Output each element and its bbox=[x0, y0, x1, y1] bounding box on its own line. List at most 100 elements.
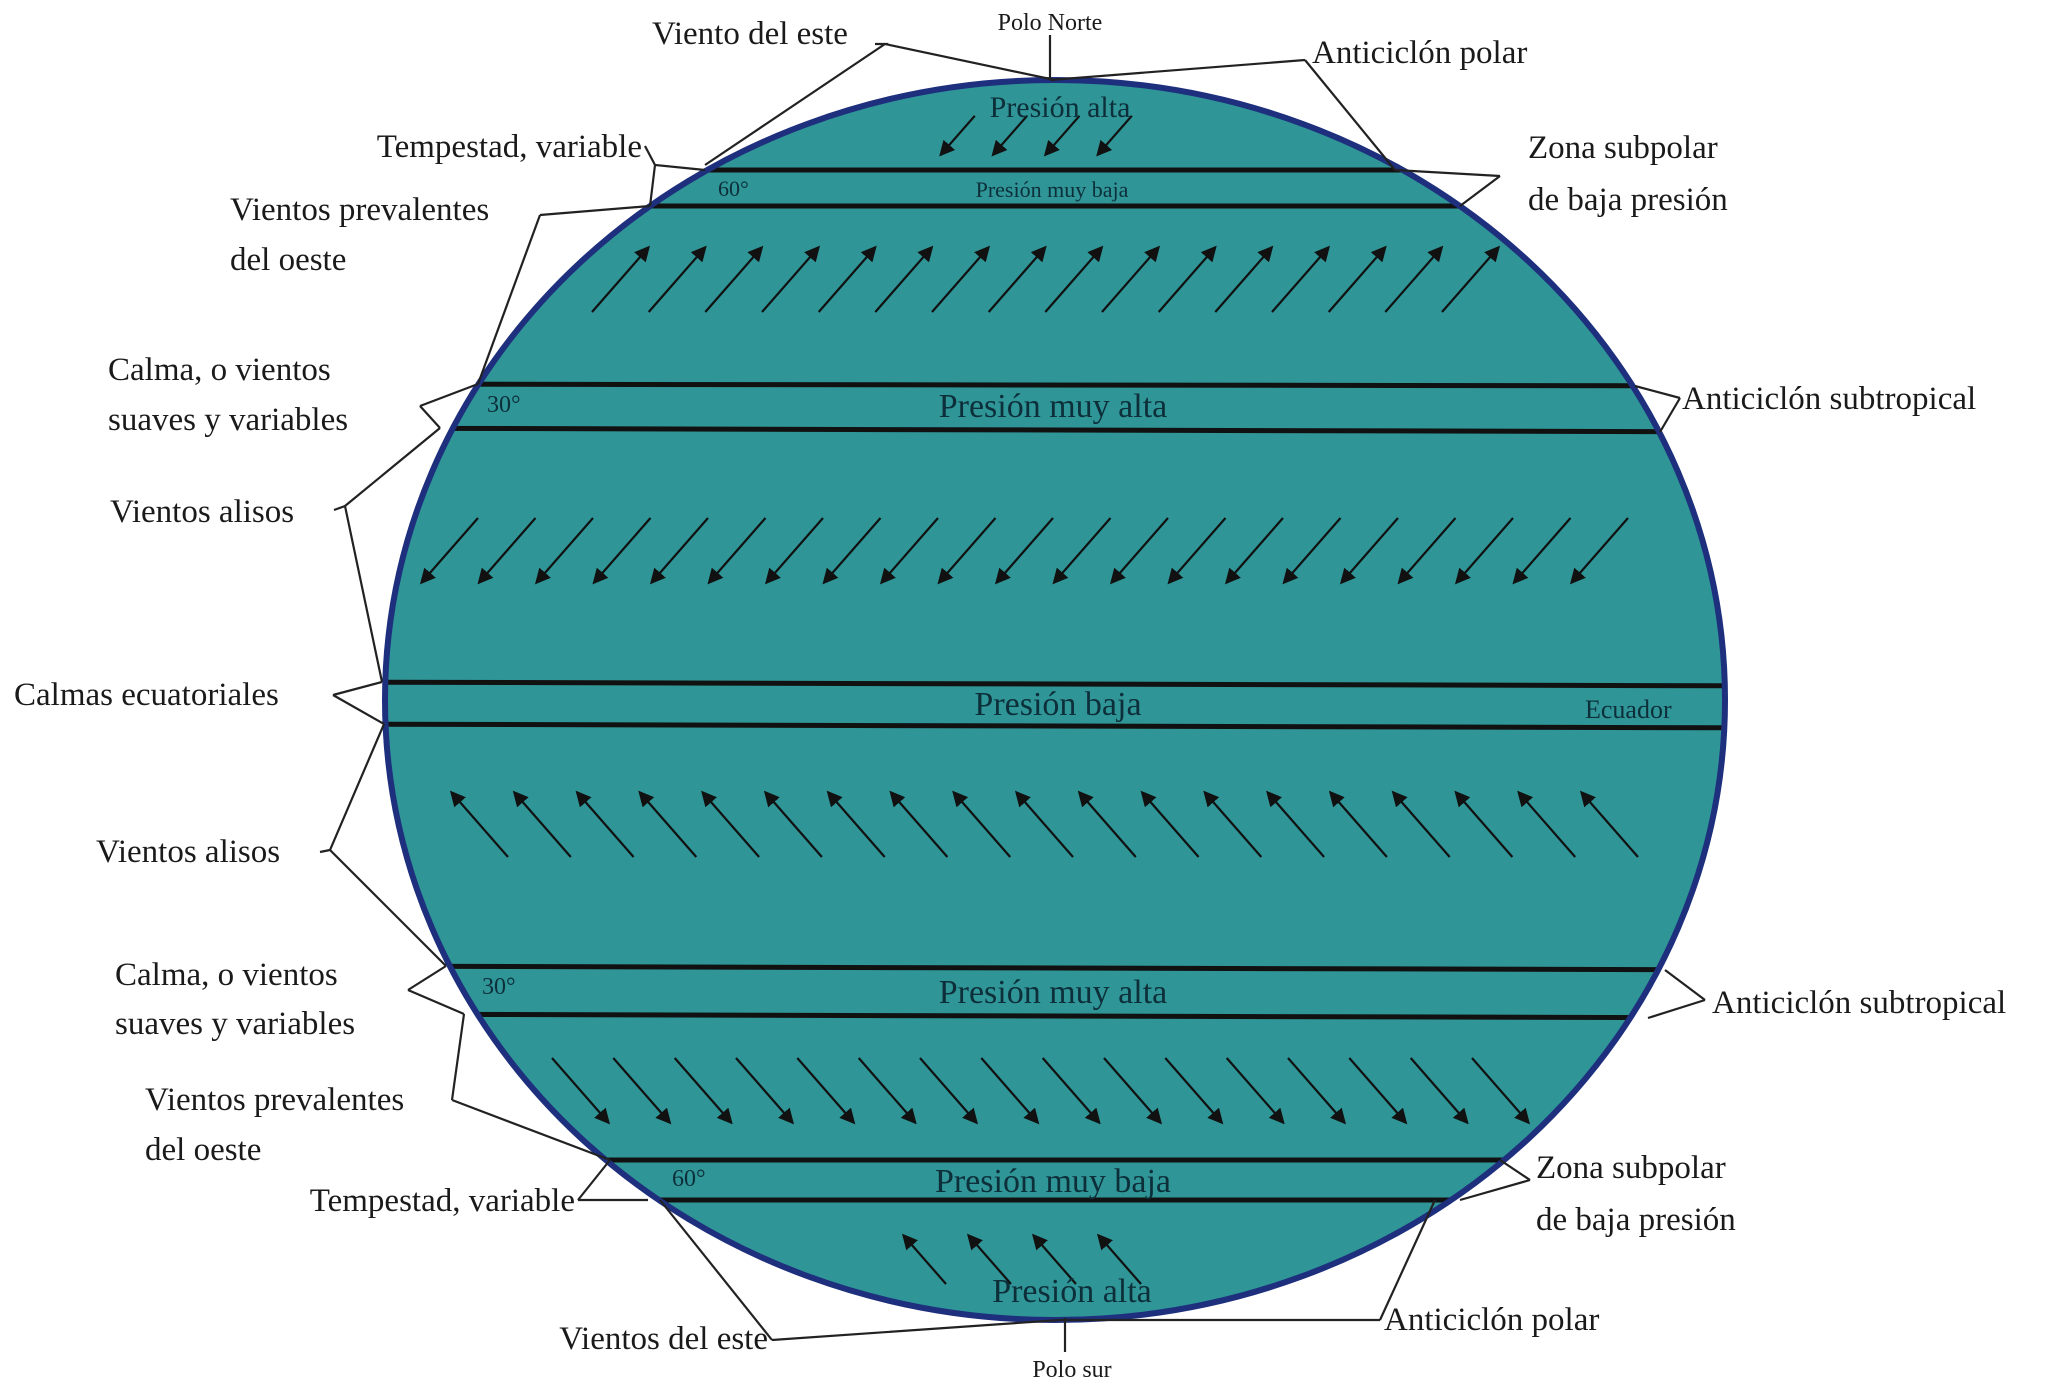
band-presion-muy-baja-n: Presión muy baja bbox=[976, 177, 1129, 202]
wind-arrow-westerlies-north bbox=[704, 245, 764, 313]
wind-arrow-trade-winds-north bbox=[1109, 517, 1169, 585]
wind-arrow-westerlies-south bbox=[857, 1057, 917, 1125]
label-anticiclon-subtropical-n: Anticiclón subtropical bbox=[1682, 381, 1976, 417]
band-presion-muy-alta-s: Presión muy alta bbox=[939, 974, 1168, 1011]
wind-arrow-trade-winds-north bbox=[1167, 517, 1227, 585]
band-line-30s-top bbox=[385, 963, 1725, 973]
wind-arrow-trade-winds-north bbox=[1512, 517, 1572, 585]
label-anticiclon-polar-n: Anticiclón polar bbox=[1312, 35, 1527, 71]
wind-arrow-trade-winds-south bbox=[1579, 790, 1639, 858]
label-vientos-del-este-s: Vientos del este bbox=[559, 1321, 768, 1357]
wind-arrow-trade-winds-south bbox=[1391, 790, 1451, 858]
leader-vientos-alisos-s bbox=[319, 723, 447, 967]
wind-arrow-trade-winds-south bbox=[575, 790, 635, 858]
label-anticiclon-subtropical-s: Anticiclón subtropical bbox=[1712, 985, 2006, 1021]
wind-arrow-trade-winds-north bbox=[1224, 517, 1284, 585]
wind-arrow-trade-winds-north bbox=[1339, 517, 1399, 585]
wind-arrow-westerlies-south bbox=[735, 1057, 795, 1125]
leader-anticiclon-polar-n bbox=[1049, 58, 1396, 171]
wind-arrow-trade-winds-north bbox=[822, 517, 882, 585]
label-zona-subpolar-n-1: Zona subpolar bbox=[1528, 130, 1718, 166]
leader-vientos-prevalentes-n bbox=[476, 204, 651, 385]
wind-arrow-westerlies-north bbox=[1157, 245, 1217, 313]
band-presion-baja: Presión baja bbox=[974, 686, 1141, 723]
label-vientos-alisos-s: Vientos alisos bbox=[96, 834, 280, 870]
wind-arrow-trade-winds-south bbox=[1454, 790, 1514, 858]
label-calma-s-2: suaves y variables bbox=[115, 1006, 355, 1042]
wind-arrow-trade-winds-north bbox=[707, 517, 767, 585]
band-line-eq-top bbox=[385, 679, 1725, 689]
wind-arrow-westerlies-north bbox=[647, 245, 707, 313]
wind-arrow-westerlies-north bbox=[1271, 245, 1331, 313]
wind-arrow-westerlies-south bbox=[673, 1057, 733, 1125]
wind-arrow-westerlies-north bbox=[1044, 245, 1104, 313]
wind-arrow-trade-winds-north bbox=[477, 517, 537, 585]
wind-arrow-trade-winds-north bbox=[1282, 517, 1342, 585]
wind-arrow-westerlies-north bbox=[987, 245, 1047, 313]
wind-arrow-polar-easterlies-south bbox=[901, 1233, 947, 1285]
wind-arrow-trade-winds-north bbox=[534, 517, 594, 585]
leader-calmas-ecuatoriales bbox=[332, 680, 385, 725]
leader-vientos-prevalentes-s bbox=[450, 1013, 611, 1162]
wind-arrow-westerlies-north bbox=[1101, 245, 1161, 313]
wind-arrow-westerlies-north bbox=[817, 245, 877, 313]
leader-calma-n bbox=[419, 382, 479, 429]
wind-arrow-trade-winds-south bbox=[952, 790, 1012, 858]
wind-arrow-polar-easterlies-south bbox=[1031, 1233, 1077, 1285]
label-calma-n-2: suaves y variables bbox=[108, 402, 348, 438]
label-vientos-prevalentes-s-1: Vientos prevalentes bbox=[145, 1082, 404, 1118]
label-calma-s-1: Calma, o vientos bbox=[115, 957, 338, 993]
label-vientos-prevalentes-n-1: Vientos prevalentes bbox=[230, 192, 489, 228]
leader-vientos-del-este-s bbox=[659, 1199, 1061, 1342]
wind-arrow-trade-winds-south bbox=[1328, 790, 1388, 858]
wind-arrows bbox=[419, 115, 1639, 1285]
wind-arrow-trade-winds-north bbox=[764, 517, 824, 585]
label-anticiclon-polar-s: Anticiclón polar bbox=[1384, 1302, 1599, 1338]
leader-calma-s bbox=[407, 965, 465, 1016]
label-tempestad-s: Tempestad, variable bbox=[310, 1183, 575, 1219]
label-calmas-ecuatoriales: Calmas ecuatoriales bbox=[14, 677, 279, 713]
wind-arrow-westerlies-south bbox=[1225, 1057, 1285, 1125]
wind-arrow-westerlies-south bbox=[796, 1057, 856, 1125]
wind-arrow-trade-winds-south bbox=[1014, 790, 1074, 858]
wind-arrow-westerlies-south bbox=[1287, 1057, 1347, 1125]
wind-arrow-trade-winds-south bbox=[701, 790, 760, 858]
wind-arrow-westerlies-north bbox=[1441, 245, 1501, 313]
leader-zona-subpolar-s bbox=[1459, 1159, 1531, 1202]
wind-arrow-westerlies-north bbox=[761, 245, 821, 313]
wind-arrow-polar-easterlies-north bbox=[939, 115, 976, 157]
label-polo-sur: Polo sur bbox=[1032, 1357, 1111, 1383]
globe bbox=[385, 80, 1725, 1320]
leader-anticiclon-subtropical-s bbox=[1647, 969, 1706, 1020]
label-vientos-prevalentes-n-2: del oeste bbox=[230, 242, 346, 278]
label-calma-n-1: Calma, o vientos bbox=[108, 352, 331, 388]
label-tempestad-n: Tempestad, variable bbox=[377, 129, 642, 165]
wind-arrow-polar-easterlies-north bbox=[1043, 115, 1081, 157]
wind-arrow-westerlies-north bbox=[1214, 245, 1274, 313]
wind-arrow-trade-winds-south bbox=[449, 790, 509, 858]
wind-arrow-trade-winds-south bbox=[638, 790, 698, 858]
wind-arrow-trade-winds-north bbox=[649, 517, 709, 585]
wind-arrow-polar-easterlies-north bbox=[991, 115, 1028, 157]
wind-arrow-westerlies-south bbox=[612, 1057, 672, 1125]
wind-arrow-polar-easterlies-north bbox=[1096, 115, 1133, 157]
label-zona-subpolar-s-2: de baja presión bbox=[1536, 1202, 1736, 1238]
lat-60-north: 60° bbox=[718, 176, 749, 201]
wind-arrow-trade-winds-north bbox=[937, 517, 997, 585]
wind-arrow-westerlies-north bbox=[1327, 245, 1387, 313]
label-polo-norte: Polo Norte bbox=[998, 10, 1103, 36]
wind-arrow-westerlies-north bbox=[874, 245, 934, 313]
wind-arrow-trade-winds-north bbox=[592, 517, 652, 585]
wind-arrow-trade-winds-north bbox=[1052, 517, 1112, 585]
wind-arrow-westerlies-south bbox=[980, 1057, 1040, 1125]
leader-tempestad-s bbox=[577, 1159, 648, 1202]
wind-arrow-westerlies-north bbox=[931, 245, 991, 313]
wind-arrow-trade-winds-south bbox=[1140, 790, 1200, 858]
wind-arrow-trade-winds-south bbox=[1203, 790, 1263, 858]
ecuador-label: Ecuador bbox=[1585, 695, 1672, 724]
band-line-30n-bottom bbox=[385, 425, 1725, 435]
wind-arrow-westerlies-south bbox=[1041, 1057, 1101, 1125]
wind-arrow-westerlies-south bbox=[1103, 1057, 1163, 1125]
wind-arrow-trade-winds-south bbox=[889, 790, 949, 858]
